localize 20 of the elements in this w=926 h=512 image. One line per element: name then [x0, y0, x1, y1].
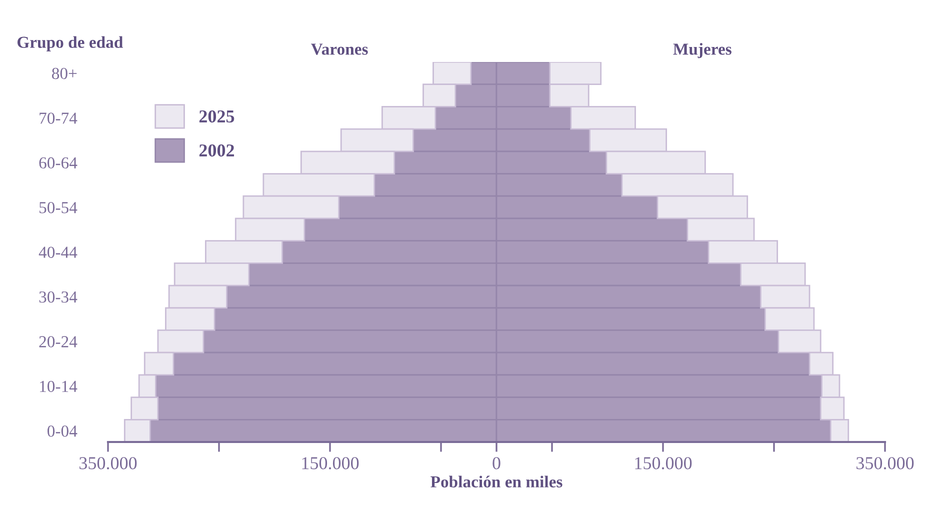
legend-label: 2002: [199, 144, 234, 157]
text: Mujeres: [673, 43, 732, 58]
y-tick-label: 20-24: [39, 336, 78, 348]
y-tick-label: 80+: [52, 68, 77, 80]
x-tick-label: 350.000: [80, 457, 137, 470]
y-tick-label: 40-44: [38, 246, 78, 258]
y-axis-title: Grupo de edad: [17, 36, 123, 52]
y-tick-label: 70-74: [40, 112, 78, 124]
x-tick-label: 0: [492, 457, 500, 470]
x-tick-label: 150.000: [302, 457, 359, 470]
y-tick-label: 30-34: [39, 291, 78, 303]
y-tick-label: 60-64: [39, 157, 78, 169]
legend-label: 2025: [199, 110, 234, 123]
y-tick-label: 0-04: [48, 426, 78, 437]
x-tick-label: 150.000: [635, 457, 692, 470]
text: Varones: [311, 44, 368, 55]
x-axis-title: Población en miles: [430, 476, 562, 488]
y-tick-label: 10-14: [40, 380, 78, 392]
y-tick-label: 50-54: [40, 202, 78, 214]
x-tick-label: 350.000: [856, 457, 914, 470]
